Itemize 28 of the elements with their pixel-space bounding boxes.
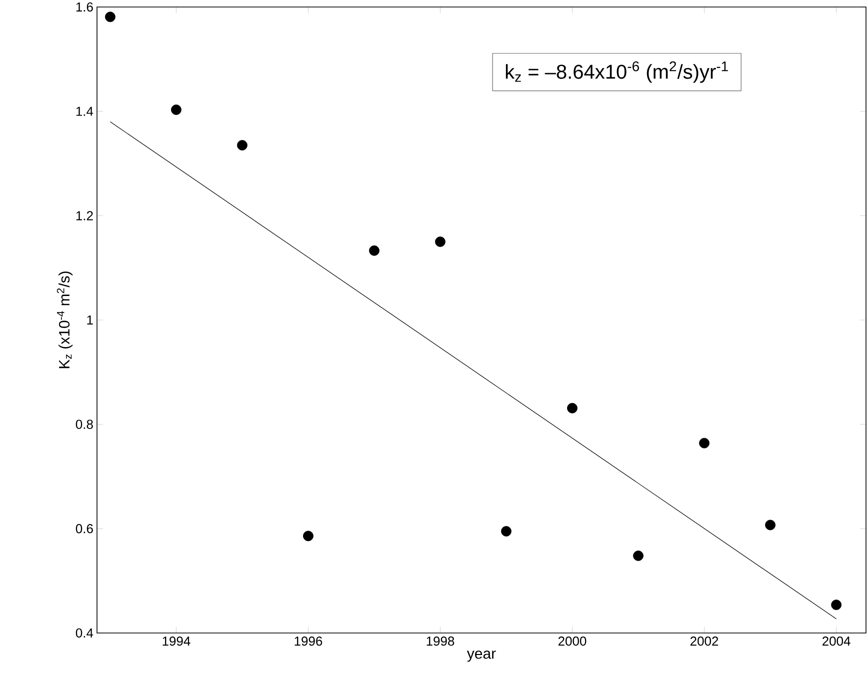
y-tick-label: 0.6 bbox=[76, 524, 93, 534]
y-tick-label: 1.6 bbox=[76, 2, 93, 12]
x-tick-label: 1996 bbox=[294, 636, 322, 646]
point bbox=[303, 530, 314, 542]
annotation: k$_{z}$ = –8.64x10$^{-6}$ (m$^{2}$/s)yr$^{-1}$ bbox=[506, 61, 728, 83]
point bbox=[633, 550, 644, 561]
x-tick-label: 2000 bbox=[558, 636, 586, 646]
y-tick-label: 0.8 bbox=[76, 420, 93, 429]
x-axis-title: year bbox=[466, 650, 496, 662]
x-tick-label: 1998 bbox=[426, 636, 454, 646]
x-tick-label: 2002 bbox=[690, 636, 718, 646]
point bbox=[567, 402, 578, 414]
y-axis-title: K$_{z}$ (x10$^{-4}$ m$^{2}$/s) bbox=[56, 272, 73, 368]
y-tick-label: 1.2 bbox=[76, 211, 93, 220]
y-tick-label: 1.4 bbox=[76, 106, 94, 116]
y-tick-label: 0.4 bbox=[76, 628, 94, 638]
point bbox=[501, 526, 512, 536]
point bbox=[435, 236, 446, 247]
point bbox=[831, 600, 842, 610]
point bbox=[765, 520, 776, 530]
point bbox=[171, 104, 182, 115]
point bbox=[699, 438, 710, 448]
point bbox=[369, 245, 380, 256]
x-tick-label: 2004 bbox=[822, 636, 850, 646]
point bbox=[237, 140, 248, 150]
x-tick-label: 1994 bbox=[162, 636, 190, 646]
point bbox=[105, 12, 116, 22]
y-tick-label: 1 bbox=[87, 316, 93, 324]
